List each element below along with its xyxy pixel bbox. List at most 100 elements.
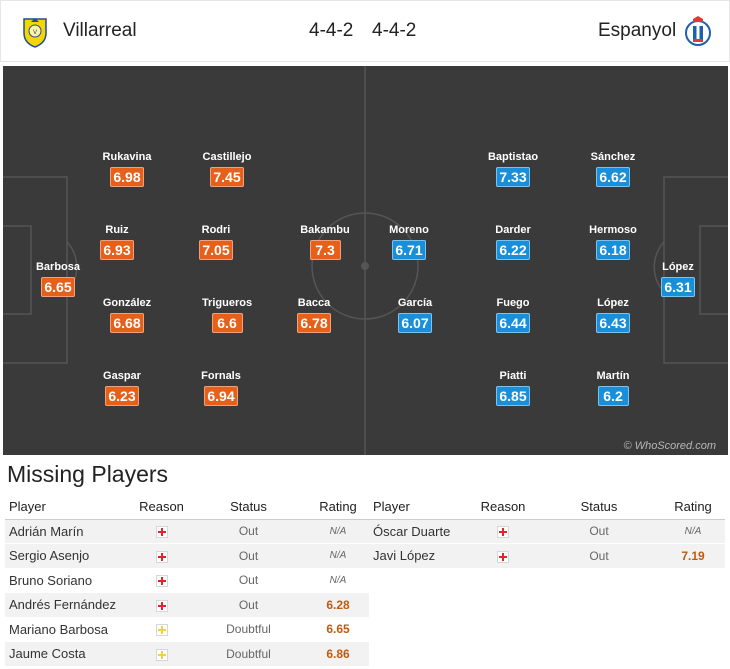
player-marker[interactable]: Castillejo 7.45 [192, 150, 262, 187]
away-formation: 4-4-2 [372, 20, 417, 41]
column-header-status: Status [537, 495, 661, 520]
missing-player-name[interactable]: Andrés Fernández [5, 592, 133, 618]
player-marker[interactable]: Rukavina 6.98 [92, 150, 162, 187]
column-header-rating: Rating [661, 495, 725, 520]
table-header-row: Player Reason Status Rating [369, 495, 725, 520]
player-marker[interactable]: Darder 6.22 [478, 223, 548, 260]
player-marker[interactable]: Hermoso 6.18 [578, 223, 648, 260]
match-header: V Villarreal 4-4-2 4-4-2 Espanyol [0, 0, 730, 62]
injury-icon [497, 526, 509, 539]
player-name: Barbosa [35, 261, 81, 273]
player-name: Sánchez [590, 151, 636, 163]
missing-rating: 6.86 [307, 641, 369, 667]
missing-player-name[interactable]: Jaume Costa [5, 641, 133, 667]
missing-status: Out [537, 519, 661, 544]
player-marker[interactable]: Baptistao 7.33 [478, 150, 548, 187]
svg-text:V: V [33, 29, 38, 36]
missing-rating: 6.28 [307, 592, 369, 618]
player-rating: 6.65 [41, 277, 75, 297]
column-header-reason: Reason [133, 495, 190, 520]
missing-status: Out [190, 543, 307, 569]
missing-player-name[interactable]: Bruno Soriano [5, 568, 133, 593]
player-name: Fornals [201, 370, 241, 382]
player-marker[interactable]: Trigueros 6.6 [192, 296, 262, 333]
player-name: Moreno [389, 224, 429, 236]
player-rating: 6.07 [398, 313, 432, 333]
player-rating: 6.22 [496, 240, 530, 260]
missing-rating: N/A [307, 543, 369, 569]
missing-player-name[interactable]: Adrián Marín [5, 519, 133, 544]
player-rating: 6.94 [204, 386, 238, 406]
player-rating: 6.71 [392, 240, 426, 260]
player-name: Trigueros [201, 297, 253, 309]
player-name: Darder [495, 224, 531, 236]
injury-icon [155, 575, 168, 588]
player-name: López [597, 297, 629, 309]
missing-rating: N/A [307, 519, 369, 544]
villarreal-crest-icon: V [21, 16, 49, 48]
player-name: Rodri [201, 224, 231, 236]
player-marker[interactable]: Sánchez 6.62 [578, 150, 648, 187]
player-name: González [102, 297, 152, 309]
injury-icon [155, 526, 168, 539]
injury-icon [155, 550, 168, 563]
table-row: Javi López Out 7.19 [369, 543, 725, 569]
away-missing-table: Player Reason Status Rating Óscar Duarte… [369, 495, 725, 569]
player-rating: 6.43 [596, 313, 630, 333]
player-name: Rukavina [102, 151, 152, 163]
missing-status: Out [190, 592, 307, 618]
player-rating: 7.05 [199, 240, 233, 260]
player-marker[interactable]: García 6.07 [380, 296, 450, 333]
player-name: García [397, 297, 433, 309]
player-name: Bacca [297, 297, 331, 309]
doubtful-icon [155, 648, 168, 661]
column-header-status: Status [190, 495, 307, 520]
player-marker[interactable]: López 6.43 [578, 296, 648, 333]
missing-player-name[interactable]: Óscar Duarte [369, 519, 469, 544]
player-marker[interactable]: Bacca 6.78 [279, 296, 349, 333]
player-marker[interactable]: González 6.68 [92, 296, 162, 333]
player-marker[interactable]: Ruiz 6.93 [82, 223, 152, 260]
player-rating: 6.98 [110, 167, 144, 187]
player-marker[interactable]: Moreno 6.71 [374, 223, 444, 260]
missing-status: Out [537, 543, 661, 569]
table-row: Mariano Barbosa Doubtful 6.65 [5, 617, 369, 642]
player-name: Martín [596, 370, 630, 382]
player-marker[interactable]: López 6.31 [643, 260, 713, 297]
column-header-rating: Rating [307, 495, 369, 520]
player-rating: 6.31 [661, 277, 695, 297]
player-rating: 6.2 [597, 386, 629, 406]
player-name: Fuego [496, 297, 530, 309]
missing-rating: N/A [661, 519, 725, 544]
player-marker[interactable]: Barbosa 6.65 [23, 260, 93, 297]
player-rating: 6.44 [496, 313, 530, 333]
player-marker[interactable]: Fornals 6.94 [186, 369, 256, 406]
player-marker[interactable]: Piatti 6.85 [478, 369, 548, 406]
missing-rating: 6.65 [307, 617, 369, 642]
home-team-name[interactable]: Villarreal [63, 20, 137, 41]
column-header-reason: Reason [469, 495, 537, 520]
player-marker[interactable]: Martín 6.2 [578, 369, 648, 406]
missing-player-name[interactable]: Mariano Barbosa [5, 617, 133, 642]
player-name: Piatti [499, 370, 527, 382]
doubtful-icon [155, 624, 168, 637]
player-rating: 6.85 [496, 386, 530, 406]
missing-status: Doubtful [190, 617, 307, 642]
player-marker[interactable]: Rodri 7.05 [181, 223, 251, 260]
table-row: Óscar Duarte Out N/A [369, 519, 725, 544]
missing-player-name[interactable]: Javi López [369, 543, 469, 569]
column-header-player: Player [5, 495, 133, 520]
player-rating: 6.23 [105, 386, 139, 406]
player-rating: 6.6 [211, 313, 243, 333]
player-marker[interactable]: Gaspar 6.23 [87, 369, 157, 406]
away-team-name[interactable]: Espanyol [598, 20, 677, 41]
table-row: Adrián Marín Out N/A [5, 519, 369, 544]
player-rating: 6.18 [596, 240, 630, 260]
player-marker[interactable]: Fuego 6.44 [478, 296, 548, 333]
missing-player-name[interactable]: Sergio Asenjo [5, 543, 133, 569]
player-marker[interactable]: Bakambu 7.3 [290, 223, 360, 260]
player-rating: 7.45 [210, 167, 244, 187]
espanyol-crest-icon [684, 16, 712, 48]
table-row: Andrés Fernández Out 6.28 [5, 592, 369, 618]
missing-rating: N/A [307, 568, 369, 593]
